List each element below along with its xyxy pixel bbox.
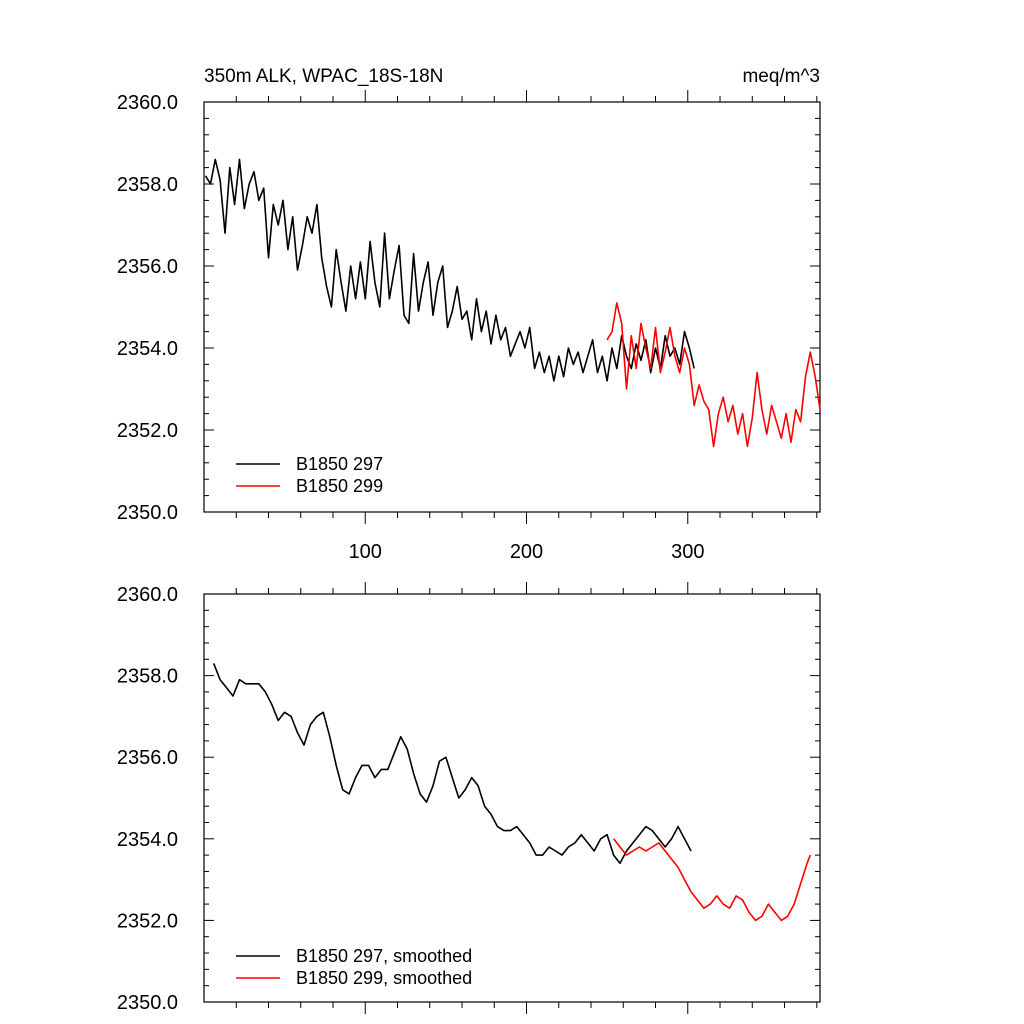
bottom-chart-panel: 2350.0 2352.0 2354.0 2356.0 2358.0 2360.0 B185… xyxy=(117,582,821,1014)
legend-label: B1850 299 xyxy=(296,476,383,496)
series-line-b1850-297 xyxy=(204,158,695,382)
y-tick-label: 2354.0 xyxy=(117,829,178,851)
legend-label: B1850 299, smoothed xyxy=(296,968,472,988)
legend-label: B1850 297, smoothed xyxy=(296,946,472,966)
plot-frame xyxy=(203,593,821,1003)
x-tick-label: 300 xyxy=(671,541,704,563)
legend-label: B1850 297 xyxy=(296,454,383,474)
plot-frame xyxy=(203,101,821,513)
y-tick-label: 2352.0 xyxy=(117,420,178,442)
y-tick-label: 2350.0 xyxy=(117,992,178,1014)
series-line-b1850-299 xyxy=(606,302,821,448)
y-tick-label: 2360.0 xyxy=(117,584,178,606)
x-tick-label: 200 xyxy=(510,541,543,563)
chart-units: meq/m^3 xyxy=(742,66,820,87)
y-tick-label: 2358.0 xyxy=(117,666,178,688)
series-line-b1850-299 xyxy=(612,838,812,922)
y-tick-label: 2352.0 xyxy=(117,910,178,932)
y-tick-label: 2354.0 xyxy=(117,338,178,360)
y-tick-label: 2360.0 xyxy=(117,92,178,114)
y-tick-label: 2356.0 xyxy=(117,256,178,278)
y-tick-label: 2358.0 xyxy=(117,174,178,196)
y-tick-label: 2350.0 xyxy=(117,502,178,524)
chart-title: 350m ALK, WPAC_18S-18N xyxy=(204,66,443,87)
series-line-b1850-297 xyxy=(212,663,692,865)
x-tick-label: 100 xyxy=(349,541,382,563)
top-chart-panel: 2350.0 2352.0 2354.0 2356.0 2358.0 2360.0 100 2… xyxy=(117,66,821,563)
y-tick-label: 2356.0 xyxy=(117,747,178,769)
